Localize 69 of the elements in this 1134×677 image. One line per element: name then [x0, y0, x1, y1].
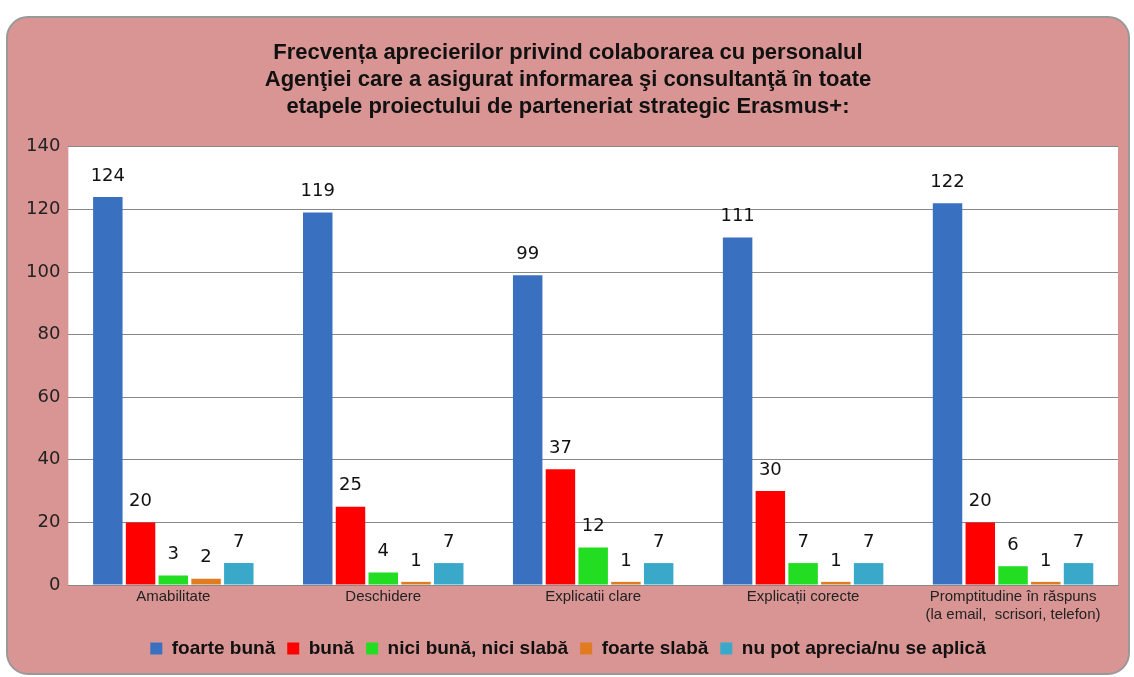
data-label: 7 — [862, 529, 875, 551]
data-label: 1 — [620, 548, 632, 570]
y-tick-label: 60 — [37, 384, 61, 406]
bar — [1031, 581, 1061, 585]
x-tick-label: Explicatii clare — [545, 587, 642, 605]
bar — [853, 563, 884, 585]
data-label: 20 — [968, 489, 992, 511]
y-tick-label: 0 — [48, 572, 61, 594]
x-tick-label: Explicații corecte — [746, 587, 860, 605]
data-label: 119 — [300, 179, 335, 201]
data-label: 7 — [1072, 529, 1085, 551]
bar — [932, 203, 963, 585]
x-tick-label: Promptitudine în răspuns (la email, scrisori, telefon) — [925, 587, 1101, 623]
bar — [512, 275, 543, 585]
bar — [125, 522, 156, 585]
bar — [788, 563, 818, 585]
y-tick-label: 20 — [37, 510, 61, 532]
bar — [1063, 563, 1094, 585]
legend-label: foarte slabă — [601, 636, 709, 658]
data-label: 30 — [758, 457, 782, 479]
bar — [578, 547, 608, 585]
data-label: 122 — [930, 169, 965, 191]
bar — [611, 581, 641, 585]
x-tick-label: Deschidere — [345, 587, 422, 605]
bar — [755, 491, 786, 585]
data-label: 7 — [443, 529, 455, 551]
data-label: 37 — [548, 435, 572, 457]
legend-label: nici bună, nici slabă — [387, 636, 569, 658]
legend-label: bună — [308, 636, 355, 658]
data-label: 7 — [233, 529, 245, 551]
data-label: 4 — [377, 539, 389, 561]
bar — [434, 563, 464, 585]
data-label: 20 — [129, 489, 153, 511]
data-label: 12 — [581, 514, 605, 536]
data-label: 6 — [1007, 532, 1019, 554]
bar — [821, 581, 851, 585]
y-tick-label: 140 — [26, 134, 61, 156]
bar — [158, 575, 189, 585]
x-tick-label: Amabilitate — [136, 587, 211, 605]
chart-title: Frecvența aprecierilor privind colaborarea cu personalul Agenţiei care a asigurat informarea şi consultanţă în toate etapele proiectului de parteneriat strategic Erasmus+: — [263, 38, 873, 119]
bar — [722, 237, 753, 585]
bar — [545, 469, 576, 585]
bar — [965, 522, 996, 585]
bar — [643, 563, 674, 585]
data-label: 7 — [652, 529, 665, 551]
y-tick-label: 40 — [37, 447, 61, 469]
data-label: 7 — [797, 529, 809, 551]
data-label: 1 — [1040, 548, 1052, 570]
data-label: 124 — [90, 163, 125, 185]
y-tick-label: 80 — [37, 322, 61, 344]
data-label: 3 — [167, 542, 180, 564]
data-label: 25 — [339, 473, 362, 495]
y-tick-label: 100 — [26, 259, 61, 281]
data-label: 1 — [410, 548, 422, 570]
data-label: 1 — [830, 548, 842, 570]
legend-label: nu pot aprecia/nu se aplică — [741, 636, 987, 658]
bar — [335, 506, 366, 585]
bar — [401, 581, 431, 585]
bar — [224, 563, 254, 585]
legend-label: foarte bună — [171, 636, 276, 658]
bar — [93, 196, 123, 585]
data-label: 99 — [516, 241, 540, 263]
y-tick-label: 120 — [26, 197, 61, 219]
bar — [191, 578, 221, 585]
bar — [303, 212, 333, 585]
data-label: 2 — [200, 545, 212, 567]
bar — [368, 572, 398, 585]
bar — [998, 566, 1028, 585]
data-label: 111 — [720, 204, 755, 226]
